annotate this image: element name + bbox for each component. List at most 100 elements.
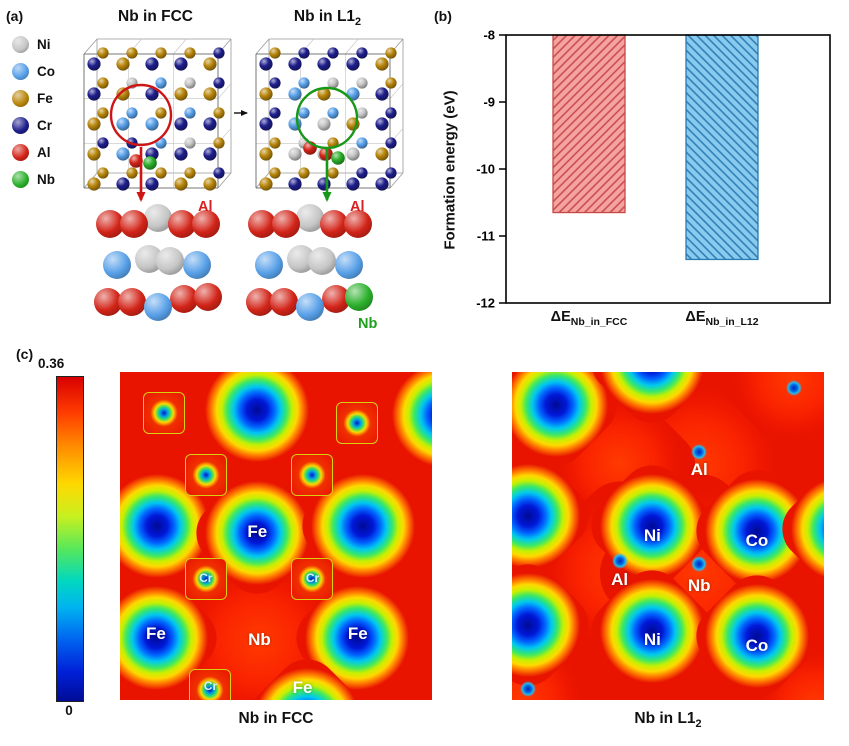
density-dot-site — [519, 680, 536, 697]
atom-cr — [87, 87, 101, 101]
charge-density-map-fcc: Fe Cr Cr Fe Nb Fe Cr Fe — [120, 372, 432, 700]
atom-label-nb: Nb — [687, 575, 711, 595]
atom-label-co: Co — [745, 530, 769, 550]
atom-ni — [184, 137, 196, 149]
fe-atom-icon — [12, 90, 29, 107]
al-atom — [344, 210, 372, 238]
charge-density-map-l12: Al Ni Co Al Nb Ni Co — [512, 372, 824, 700]
al-label-right-cluster: Al — [350, 199, 365, 215]
caption-l12-sub: 2 — [695, 718, 702, 731]
atom-cr — [174, 147, 188, 161]
ni-atom-icon — [12, 36, 29, 53]
legend-label: Nb — [37, 172, 55, 187]
al-atom — [272, 210, 300, 238]
atom-co — [184, 107, 196, 119]
atom-fe — [203, 87, 217, 101]
y-tick-label: -10 — [476, 162, 495, 177]
atom-fe — [126, 167, 138, 179]
atom-co — [145, 117, 159, 131]
atom-legend: Ni Co Fe Cr Al Nb — [12, 36, 55, 198]
atom-cr — [288, 57, 302, 71]
y-tick-label: -12 — [476, 296, 495, 311]
atom-fe — [97, 167, 109, 179]
al-atom — [96, 210, 124, 238]
atom-cr — [269, 107, 281, 119]
atom-cr — [375, 87, 389, 101]
atom-co — [356, 137, 368, 149]
delta-e-sub: Nb_in_FCC — [570, 315, 628, 328]
atom-label-nb: Nb — [248, 629, 271, 649]
atom-cr — [346, 177, 360, 191]
y-tick-label: -11 — [477, 229, 495, 244]
density-dotf-site — [336, 401, 379, 444]
atom-co — [298, 107, 310, 119]
atom-ni — [184, 77, 196, 89]
density-dotf-site — [142, 392, 185, 434]
caption-l12-main: Nb in L1 — [634, 710, 696, 727]
atom-fe — [298, 167, 310, 179]
legend-item-cr: Cr — [12, 117, 55, 134]
colorbar-max-label: 0.36 — [38, 356, 65, 371]
atom-nb — [331, 151, 345, 165]
al-label-left-cluster: Al — [198, 199, 213, 215]
atom-cr — [174, 57, 188, 71]
atom-fe — [203, 177, 217, 191]
atom-fe — [269, 47, 281, 59]
nb-atom-icon — [12, 171, 29, 188]
atom-label-cr: Cr — [199, 570, 213, 585]
xtick-label-fcc: ΔENb_in_FCC — [519, 309, 659, 328]
atom-cr — [97, 137, 109, 149]
formation-energy-bar-chart: -8 -9 -10 -11 -12 — [476, 28, 831, 311]
legend-item-nb: Nb — [12, 171, 55, 188]
atom-fe — [126, 47, 138, 59]
al-atom — [94, 288, 122, 316]
atom-fe — [375, 147, 389, 161]
atom-fe — [87, 147, 101, 161]
atom-co — [116, 117, 130, 131]
co-atom — [144, 293, 172, 321]
atom-label-cr: Cr — [203, 678, 218, 693]
al-atom — [120, 210, 148, 238]
atom-co — [298, 77, 310, 89]
density-dot-site — [691, 555, 708, 572]
atom-fe — [184, 47, 196, 59]
atom-cr — [203, 147, 217, 161]
legend-item-co: Co — [12, 63, 55, 80]
atom-fe — [87, 177, 101, 191]
atom-fe — [213, 107, 225, 119]
highlight-circle — [109, 83, 173, 147]
panel-b-label: (b) — [434, 8, 452, 24]
ni-atom — [308, 247, 336, 275]
atom-label-fe: Fe — [145, 624, 166, 644]
atom-ni — [317, 117, 331, 131]
atom-co — [288, 87, 302, 101]
atom-label-al: Al — [690, 460, 708, 480]
density-dotf-site — [184, 454, 227, 497]
atom-fe — [174, 87, 188, 101]
co-atom — [296, 293, 324, 321]
legend-item-fe: Fe — [12, 90, 55, 107]
atom-cr — [288, 177, 302, 191]
atom-fe — [213, 137, 225, 149]
atom-cr — [259, 117, 273, 131]
delta-e-text: ΔE — [685, 309, 706, 325]
atom-cr — [327, 47, 339, 59]
co-atom — [103, 251, 131, 279]
al-atom — [270, 288, 298, 316]
atom-fe — [385, 77, 397, 89]
ni-atom — [296, 204, 324, 232]
atom-fe — [155, 47, 167, 59]
atom-cr — [213, 167, 225, 179]
al-atom-icon — [12, 144, 29, 161]
atom-fe — [259, 177, 273, 191]
density-dotf-site — [290, 454, 333, 497]
density-dotf-site — [184, 557, 227, 600]
al-atom — [192, 210, 220, 238]
atom-label-ni: Ni — [643, 629, 661, 649]
atom-fe — [259, 87, 273, 101]
density-dot-site — [691, 444, 708, 461]
legend-label: Fe — [37, 91, 53, 106]
atom-fe — [317, 87, 331, 101]
density-dot-site — [611, 552, 628, 569]
